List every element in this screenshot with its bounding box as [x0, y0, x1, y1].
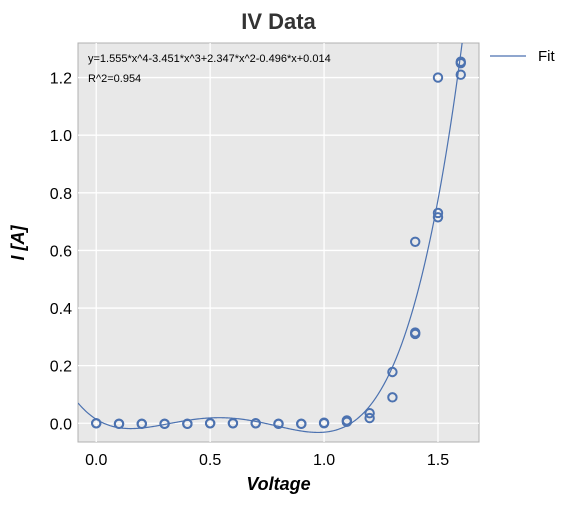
- y-tick-label: 0.6: [50, 243, 72, 260]
- grid-lines: [78, 43, 479, 442]
- fit-equation-annotation: y=1.555*x^4-3.451*x^3+2.347*x^2-0.496*x+…: [88, 53, 331, 65]
- data-point: [341, 416, 353, 428]
- x-tick-label: 0.0: [85, 452, 107, 469]
- y-tick-label: 0.4: [50, 301, 72, 318]
- data-point: [159, 418, 170, 430]
- y-tick-label: 0.2: [50, 359, 72, 376]
- series-layer: [78, 43, 466, 434]
- y-tick-label: 0.0: [50, 416, 72, 433]
- data-point: [204, 418, 216, 429]
- y-tick-label: 0.8: [50, 186, 72, 203]
- data-point: [364, 412, 375, 424]
- data-point: [296, 418, 307, 430]
- y-axis-label: I [A]: [8, 225, 28, 261]
- legend: Fit: [490, 48, 555, 65]
- y-tick-label: 1.0: [50, 128, 72, 145]
- x-tick-label: 0.5: [199, 452, 221, 469]
- plot-area: [77, 42, 480, 443]
- data-point: [387, 366, 398, 378]
- data-point: [455, 69, 466, 80]
- legend-fit-label: Fit: [538, 48, 555, 65]
- data-point: [113, 418, 125, 430]
- data-point: [182, 418, 193, 430]
- chart-title: IV Data: [241, 9, 316, 34]
- x-tick-label: 1.5: [427, 452, 449, 469]
- data-point: [227, 418, 239, 429]
- data-point: [136, 418, 147, 430]
- data-point: [318, 417, 330, 428]
- data-point: [364, 407, 375, 419]
- data-point: [432, 207, 444, 219]
- data-point: [432, 212, 444, 223]
- data-point: [455, 57, 466, 69]
- data-point: [250, 418, 261, 429]
- x-tick-label: 1.0: [313, 452, 335, 469]
- r-squared-annotation: R^2=0.954: [88, 73, 141, 85]
- data-point: [91, 418, 102, 429]
- tick-labels: 0.0 0.5 1.0 1.5 0.0 0.2 0.4 0.6 0.8 1.0 1.2: [50, 71, 449, 469]
- data-point: [387, 392, 398, 403]
- y-tick-label: 1.2: [50, 71, 72, 88]
- x-axis-label: Voltage: [246, 474, 310, 494]
- data-point: [432, 72, 444, 83]
- data-point: [273, 418, 284, 430]
- data-point: [410, 327, 421, 338]
- data-point: [410, 236, 421, 247]
